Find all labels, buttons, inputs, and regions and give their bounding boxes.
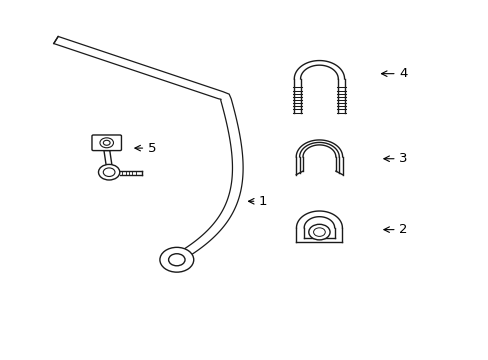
- FancyBboxPatch shape: [92, 135, 121, 150]
- Text: 3: 3: [398, 152, 407, 165]
- Polygon shape: [54, 36, 243, 256]
- Text: 1: 1: [259, 195, 267, 208]
- Text: 2: 2: [398, 223, 407, 236]
- Circle shape: [160, 247, 193, 272]
- Circle shape: [98, 165, 120, 180]
- Text: 5: 5: [147, 141, 156, 154]
- Text: 4: 4: [398, 67, 407, 80]
- Circle shape: [308, 224, 329, 240]
